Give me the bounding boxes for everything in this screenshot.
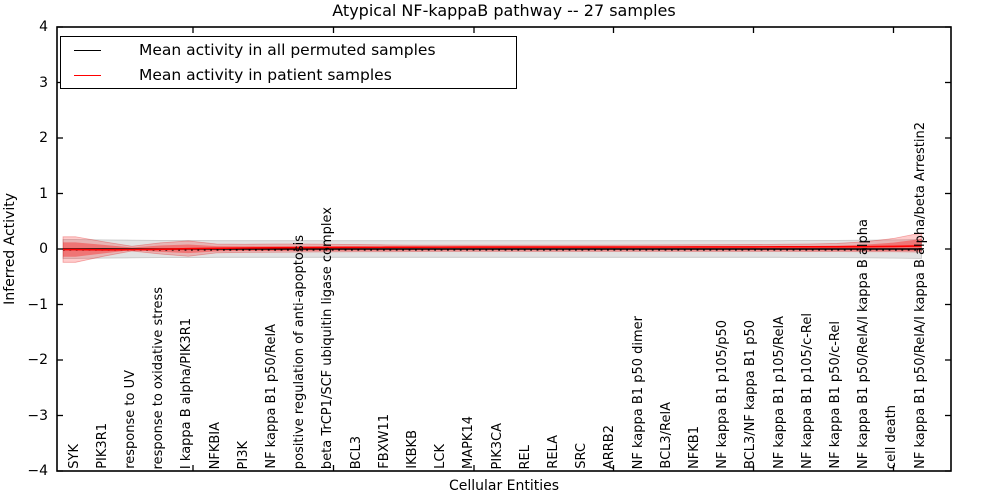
x-tick-label: I kappa B alpha/PIK3R1 (179, 317, 195, 469)
x-tick-label: MAPK14 (461, 415, 477, 469)
x-tick-label: NF kappa B1 p50/RelA/I kappa B alpha (856, 219, 872, 469)
chart-title: Atypical NF-kappaB pathway -- 27 samples (332, 1, 676, 20)
y-tick-label: 4 (39, 19, 48, 35)
lines-layer (63, 245, 922, 251)
x-tick-label: BCL3 (348, 435, 364, 469)
legend-item-patient: Mean activity in patient samples (61, 63, 516, 87)
x-tick-label: RELA (545, 435, 561, 469)
x-tick-label: PIK3R1 (94, 423, 110, 469)
y-tick-label: 2 (39, 130, 48, 146)
x-tick-label: NFKBIA (207, 421, 223, 469)
x-tick-label: ARRB2 (602, 424, 618, 469)
x-tick-label: NF kappa B1 p50/RelA/I kappa B alpha/bet… (912, 122, 928, 469)
x-tick-label: IKBKB (404, 430, 420, 469)
x-tick-label: BCL3/NF kappa B1 p50 (743, 320, 759, 469)
patient-mean-line (63, 245, 922, 251)
x-tick-label: PIK3CA (489, 422, 505, 469)
legend-line-black (74, 49, 101, 51)
x-tick-label: NF kappa B1 p105/RelA (771, 316, 787, 469)
patient-samples-range-inner-band (63, 239, 922, 257)
y-tick-label: 1 (39, 185, 48, 202)
x-tick-label: SRC (574, 443, 590, 469)
x-tick-label: NF kappa B1 p50 dimer (630, 315, 646, 469)
x-tick-label: NF kappa B1 p105/p50 (715, 320, 731, 469)
x-tick-label: beta TrCP1/SCF ubiquitin ligase complex (320, 206, 336, 469)
legend: Mean activity in all permuted samples Me… (60, 36, 517, 89)
x-tick-label: PI3K (235, 440, 251, 469)
x-axis-label: Cellular Entities (448, 478, 560, 494)
x-tick-label: REL (517, 444, 533, 470)
x-tick-label: NF kappa B1 p105/c-Rel (799, 313, 815, 469)
legend-item-permuted: Mean activity in all permuted samples (61, 38, 516, 62)
x-tick-label: response to oxidative stress (151, 286, 167, 469)
y-tick-label: 3 (39, 74, 48, 91)
legend-label-permuted: Mean activity in all permuted samples (139, 41, 436, 59)
x-tick-label: cell death (884, 404, 900, 469)
legend-line-red (74, 74, 101, 76)
legend-label-patient: Mean activity in patient samples (139, 66, 392, 84)
y-tick-label: 0 (39, 241, 48, 257)
x-tick-label: FBXW11 (376, 414, 392, 469)
y-tick-label: −4 (27, 463, 48, 479)
x-tick-label: positive regulation of anti-apoptosis (292, 234, 308, 469)
y-tick-label: −2 (27, 352, 48, 368)
y-tick-label: −1 (27, 296, 48, 313)
frame-layer (56, 26, 952, 472)
y-tick-label: −3 (27, 407, 48, 424)
x-tick-label: NFKB1 (686, 426, 702, 469)
x-tick-label: SYK (66, 444, 82, 469)
x-tick-label: NF kappa B1 p50/c-Rel (827, 321, 843, 469)
x-tick-label: response to UV (122, 370, 138, 469)
x-tick-label: NF kappa B1 p50/RelA (263, 324, 279, 469)
x-tick-label: BCL3/RelA (658, 402, 674, 469)
x-tick-label: LCK (433, 444, 449, 469)
